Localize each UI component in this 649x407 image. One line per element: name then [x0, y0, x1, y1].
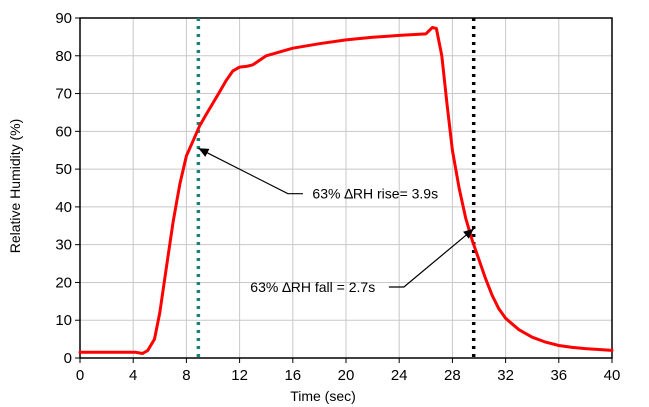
rise-annotation-arrowhead	[198, 148, 210, 157]
x-tick-label: 8	[182, 367, 190, 384]
annotations: 63% ∆RH rise= 3.9s 63% ∆RH fall = 2.7s	[198, 147, 475, 295]
x-tick-label: 32	[497, 367, 514, 384]
rise-annotation-leader	[198, 147, 303, 195]
x-tick-label: 0	[76, 367, 84, 384]
y-tick-label: 50	[55, 161, 72, 178]
y-tick-labels: 0 10 20 30 40 50 60 70 80 90	[55, 10, 80, 367]
y-tick-label: 0	[64, 350, 72, 367]
y-tick-label: 80	[55, 48, 72, 65]
rise-annotation-label: 63% ∆RH rise= 3.9s	[312, 186, 438, 202]
x-tick-label: 20	[338, 367, 355, 384]
y-axis-label: Relative Humidity (%)	[7, 119, 23, 254]
x-tick-label: 28	[444, 367, 461, 384]
x-tick-labels: 0 4 8 12 16 20 24 28 32 36 40	[76, 358, 621, 384]
y-tick-label: 90	[55, 10, 72, 27]
marker-lines	[196, 18, 476, 358]
x-axis-label: Time (sec)	[290, 388, 356, 404]
y-tick-label: 40	[55, 199, 72, 216]
x-tick-label: 40	[604, 367, 621, 384]
fall-annotation-leader	[388, 228, 475, 288]
y-tick-label: 60	[55, 123, 72, 140]
x-tick-label: 16	[284, 367, 301, 384]
fall-annotation-label: 63% ∆RH fall = 2.7s	[250, 279, 375, 295]
fall-annotation-arrowhead	[463, 228, 474, 239]
humidity-series-line	[78, 25, 614, 355]
x-tick-label: 4	[129, 367, 137, 384]
y-tick-label: 30	[55, 237, 72, 254]
x-tick-label: 36	[550, 367, 567, 384]
y-tick-label: 70	[55, 86, 72, 103]
series-lines	[78, 25, 614, 355]
y-tick-label: 10	[55, 312, 72, 329]
x-tick-label: 12	[231, 367, 248, 384]
x-tick-label: 24	[391, 367, 408, 384]
y-tick-label: 20	[55, 274, 72, 291]
